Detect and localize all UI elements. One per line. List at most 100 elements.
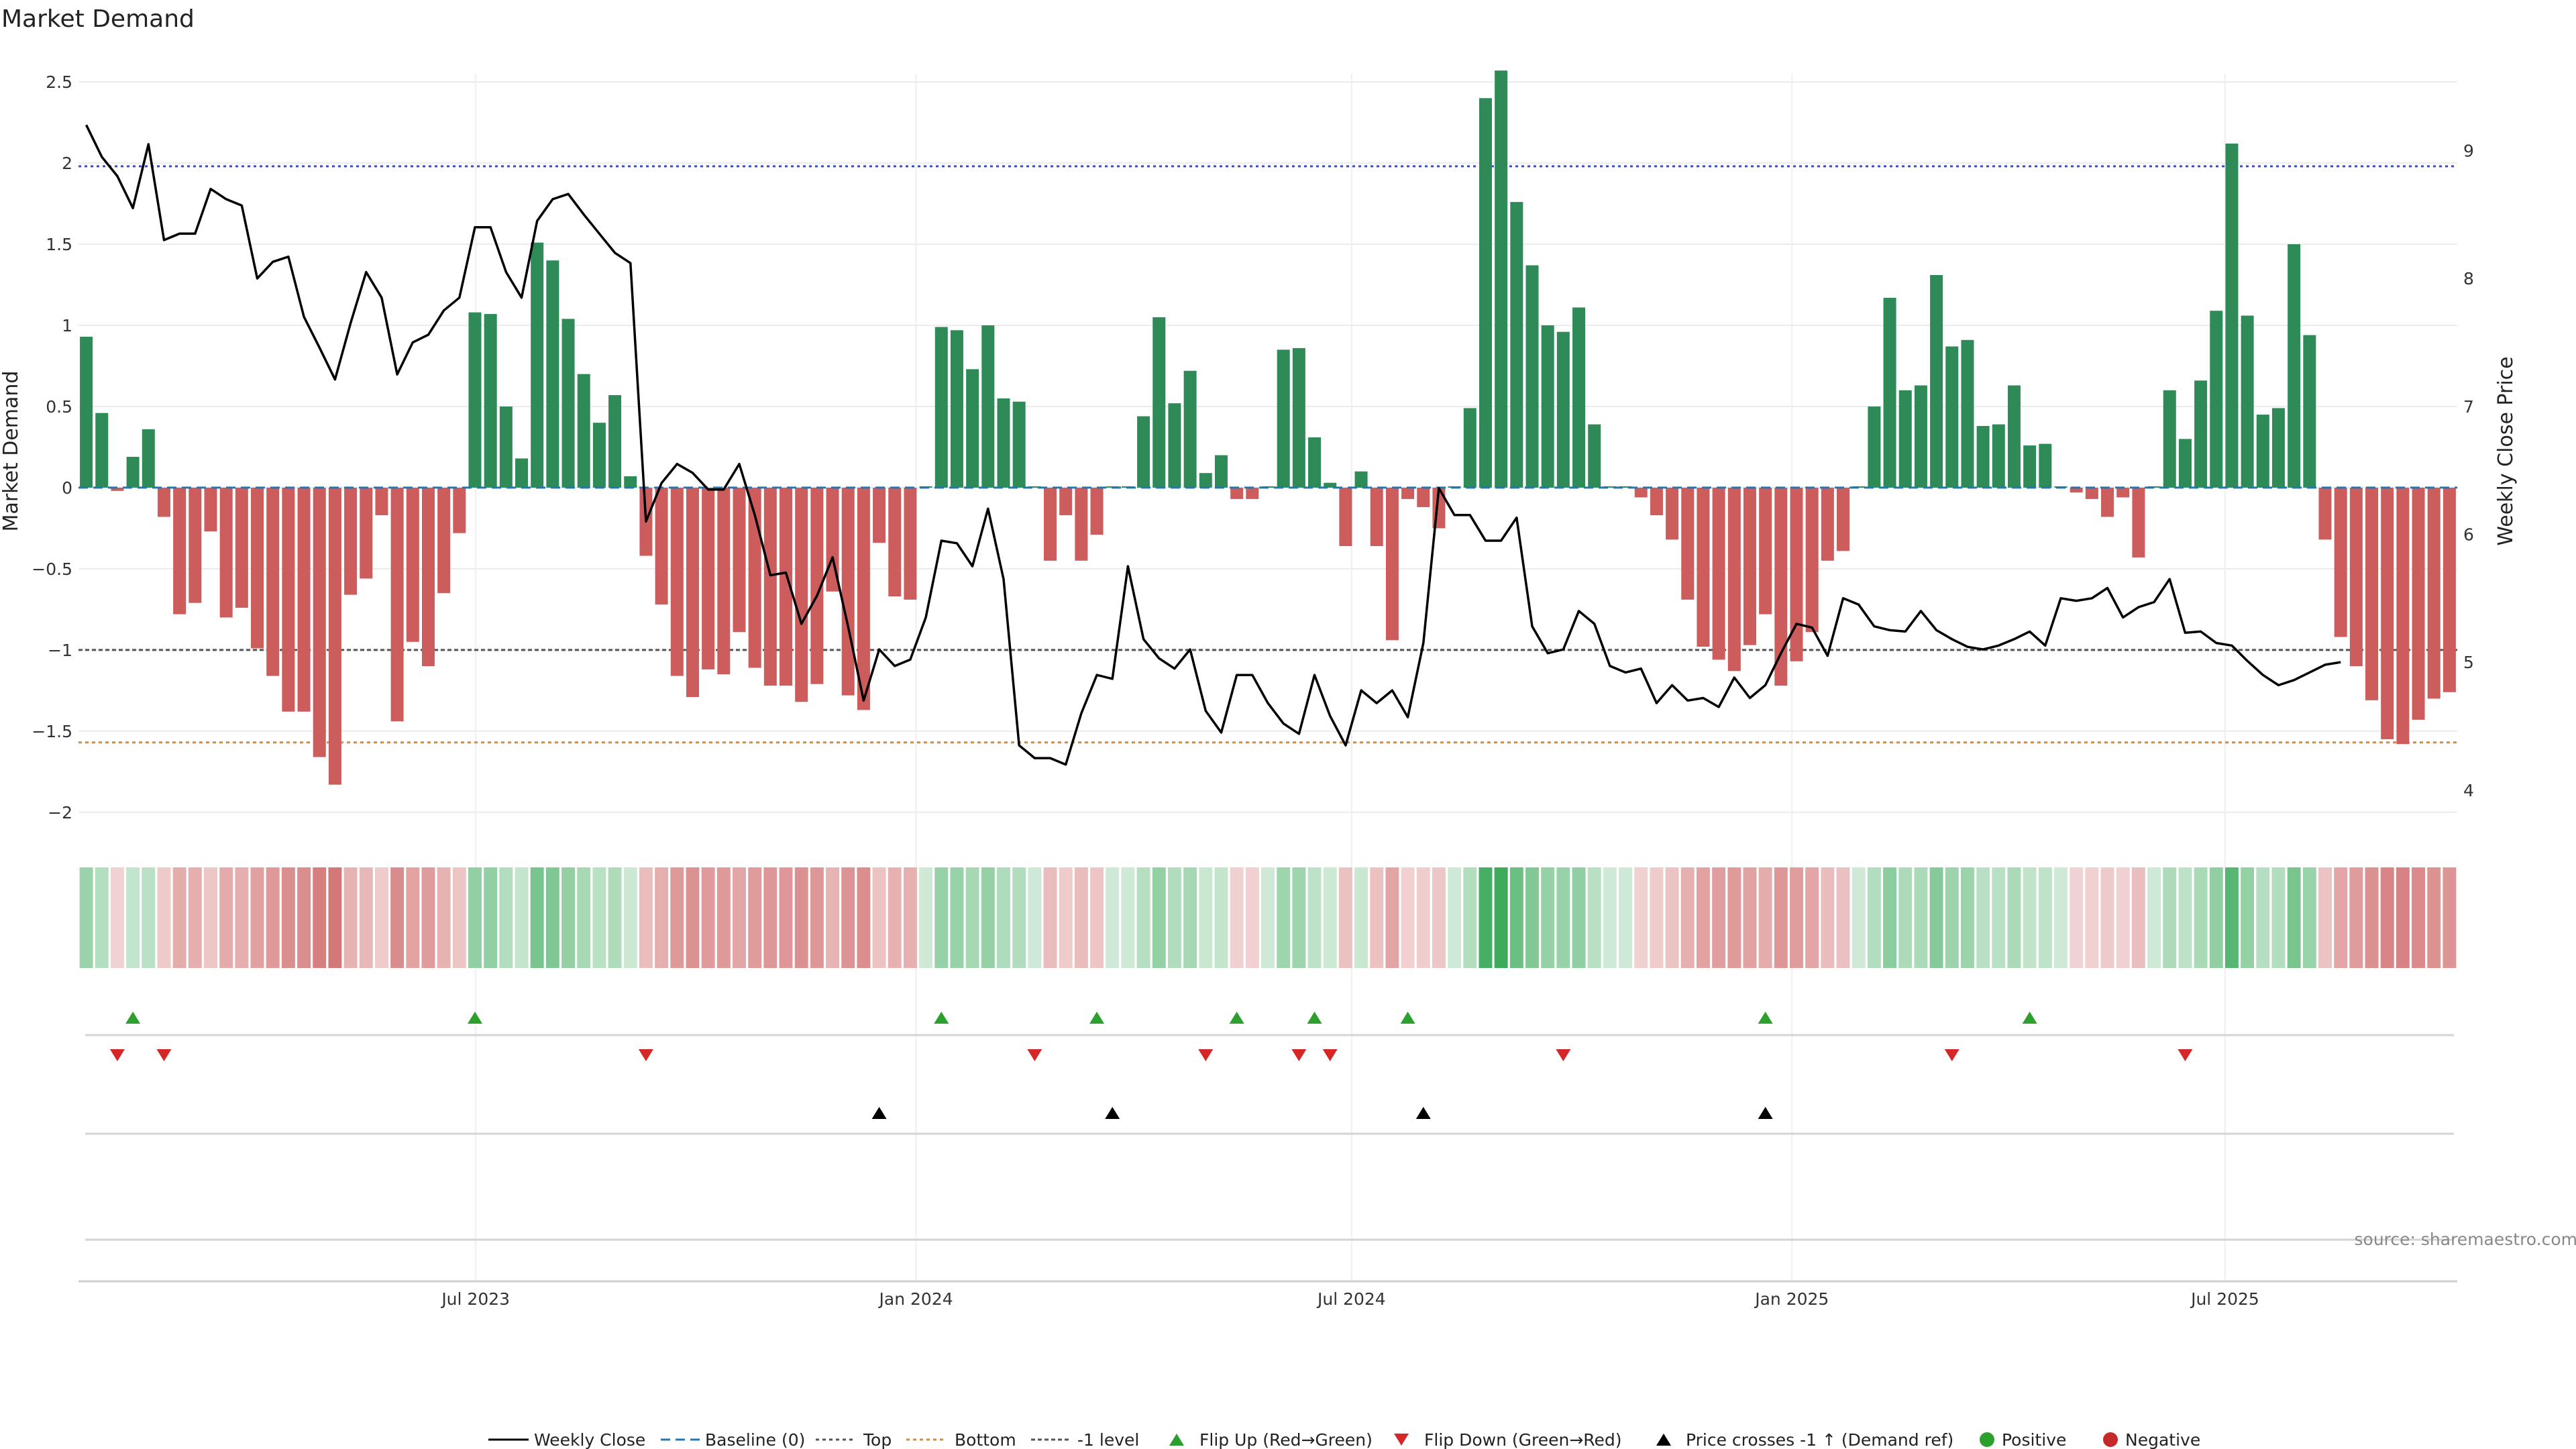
demand-bar bbox=[2101, 487, 2114, 517]
heat-cell bbox=[2396, 867, 2410, 968]
demand-bar bbox=[2039, 443, 2052, 488]
heat-cell bbox=[1525, 867, 1539, 968]
y-tick-label: 1.5 bbox=[46, 235, 72, 254]
demand-bar bbox=[748, 487, 761, 668]
heat-cell bbox=[1587, 867, 1601, 968]
demand-bar bbox=[546, 260, 559, 488]
heat-cell bbox=[2070, 867, 2084, 968]
heat-cell bbox=[95, 867, 109, 968]
demand-bar bbox=[997, 398, 1010, 488]
demand-bar bbox=[904, 487, 917, 600]
price-cross-markers bbox=[871, 1107, 1773, 1119]
demand-bar bbox=[686, 487, 699, 698]
demand-bar bbox=[173, 487, 186, 614]
legend-label: Flip Up (Red→Green) bbox=[1199, 1430, 1373, 1449]
demand-bar bbox=[577, 374, 590, 488]
demand-bar bbox=[1152, 317, 1166, 488]
heat-cell bbox=[142, 867, 156, 968]
demand-bar bbox=[1603, 486, 1617, 488]
x-tick-label: Jan 2024 bbox=[878, 1289, 953, 1309]
weekly-close-line bbox=[85, 124, 2341, 766]
demand-bar bbox=[282, 487, 295, 712]
heat-cell bbox=[623, 867, 637, 968]
heat-cell bbox=[2224, 867, 2239, 968]
heat-cell bbox=[1914, 867, 1928, 968]
demand-bar bbox=[670, 487, 684, 676]
heat-cell bbox=[2287, 867, 2301, 968]
flip-up-marker bbox=[1089, 1012, 1105, 1024]
heat-cell bbox=[1106, 867, 1120, 968]
heat-cell bbox=[2100, 867, 2114, 968]
x-tick-label: Jul 2025 bbox=[2190, 1289, 2259, 1309]
heat-cell bbox=[888, 867, 902, 968]
demand-bar bbox=[2349, 487, 2363, 667]
demand-bar bbox=[2225, 144, 2239, 488]
demand-bar bbox=[780, 487, 793, 686]
demand-bar bbox=[1976, 426, 1990, 488]
heat-cell bbox=[639, 867, 653, 968]
heat-cell bbox=[2194, 867, 2208, 968]
demand-bar bbox=[1075, 487, 1088, 561]
demand-bar bbox=[468, 312, 482, 488]
demand-bar bbox=[126, 456, 140, 488]
heat-cell bbox=[1245, 867, 1259, 968]
heat-cell bbox=[1790, 867, 1803, 968]
demand-bar bbox=[297, 487, 311, 712]
heat-cell bbox=[1619, 867, 1633, 968]
flip-down-marker bbox=[1322, 1049, 1338, 1061]
flip-down-marker bbox=[2178, 1049, 2193, 1061]
demand-bar bbox=[1743, 487, 1756, 645]
y2-tick-label: 8 bbox=[2463, 269, 2474, 288]
demand-bar bbox=[717, 487, 731, 675]
demand-bars bbox=[80, 70, 2456, 785]
demand-bar bbox=[1666, 487, 1679, 540]
heat-cell bbox=[1043, 867, 1057, 968]
heat-cell bbox=[997, 867, 1010, 968]
heat-cell bbox=[2085, 867, 2099, 968]
heat-cell bbox=[452, 867, 466, 968]
demand-bar bbox=[2116, 487, 2130, 498]
heat-cell bbox=[2023, 867, 2037, 968]
y-tick-label: −2 bbox=[48, 803, 72, 822]
heat-cell bbox=[2271, 867, 2286, 968]
demand-bar bbox=[1681, 487, 1695, 600]
heat-cell bbox=[1401, 867, 1415, 968]
demand-bar bbox=[2443, 487, 2456, 692]
demand-bar bbox=[1354, 471, 1368, 488]
flip-up-marker bbox=[125, 1012, 141, 1024]
y-axis-label: Market Demand bbox=[0, 371, 23, 532]
demand-bar bbox=[453, 487, 466, 533]
demand-bar bbox=[266, 487, 280, 676]
demand-bar bbox=[2070, 487, 2083, 493]
demand-bar bbox=[841, 487, 855, 696]
heat-cell bbox=[266, 867, 280, 968]
demand-bar bbox=[1385, 487, 1399, 641]
heat-cell bbox=[701, 867, 715, 968]
demand-bar bbox=[950, 330, 963, 488]
heat-cell bbox=[2302, 867, 2316, 968]
demand-bar bbox=[2178, 439, 2192, 488]
demand-bar bbox=[375, 487, 388, 516]
demand-bar bbox=[2334, 487, 2347, 637]
heat-cell bbox=[545, 867, 559, 968]
demand-bar bbox=[1090, 487, 1104, 535]
heat-cell bbox=[172, 867, 186, 968]
flip-up-marker bbox=[468, 1012, 482, 1024]
legend-swatch bbox=[1394, 1434, 1409, 1446]
heat-cell bbox=[437, 867, 451, 968]
demand-bar bbox=[1712, 487, 1725, 660]
demand-bar bbox=[966, 369, 979, 488]
demand-bar bbox=[1028, 486, 1041, 488]
heat-cell bbox=[188, 867, 202, 968]
y-tick-label: −0.5 bbox=[32, 559, 72, 579]
heat-cell bbox=[204, 867, 217, 968]
heat-cell bbox=[1883, 867, 1897, 968]
heat-cell bbox=[2334, 867, 2348, 968]
chart-title: Market Demand bbox=[1, 5, 195, 33]
legend-swatch bbox=[1656, 1434, 1671, 1446]
demand-bar bbox=[2023, 445, 2037, 488]
heat-cell bbox=[1851, 867, 1866, 968]
heat-cell bbox=[716, 867, 731, 968]
demand-bar bbox=[421, 487, 435, 667]
demand-bar bbox=[1588, 424, 1601, 488]
